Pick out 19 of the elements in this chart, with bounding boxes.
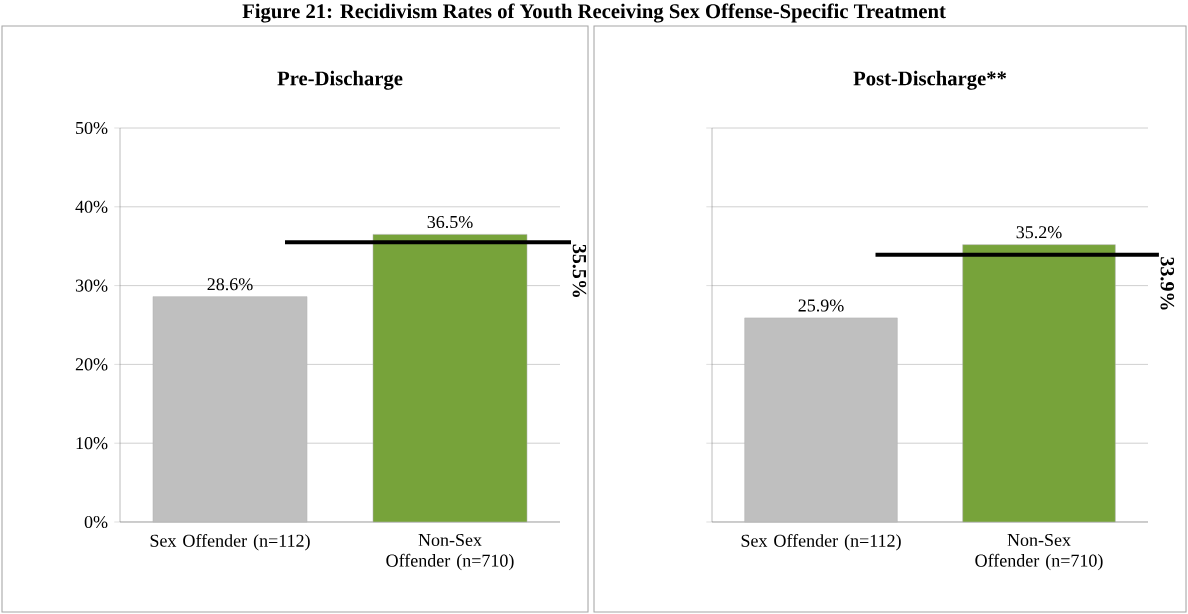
y-tick-label: 20% (75, 358, 108, 371)
chart-subtitle: Post-Discharge** (853, 70, 1007, 90)
data-label: 35.2% (1016, 226, 1062, 239)
x-tick-label: Non-Sex Offender (n=710) (386, 533, 514, 571)
data-label: 25.9% (798, 299, 844, 312)
y-tick-label: 0% (84, 515, 108, 529)
y-tick-label: 50% (76, 121, 108, 135)
chart-subtitle: Pre-Discharge (277, 70, 403, 90)
ref-line-label: 33.9% (1160, 257, 1175, 310)
data-label: 36.5% (427, 215, 473, 229)
x-tick-label: Sex Offender (n=112) (150, 533, 310, 551)
y-tick-label: 30% (75, 279, 108, 292)
ref-line-label: 35.5% (572, 244, 587, 297)
y-tick-label: 40% (75, 200, 108, 213)
data-label: 28.6% (207, 278, 253, 291)
y-tick-label: 10% (76, 437, 108, 450)
x-tick-label: Non-Sex Offender (n=710) (975, 533, 1103, 571)
x-tick-label: Sex Offender (n=112) (741, 533, 901, 551)
chart-title: Figure 21: Recidivism Rates of Youth Receiving Sex Offense-Specific Treatment (242, 3, 946, 23)
